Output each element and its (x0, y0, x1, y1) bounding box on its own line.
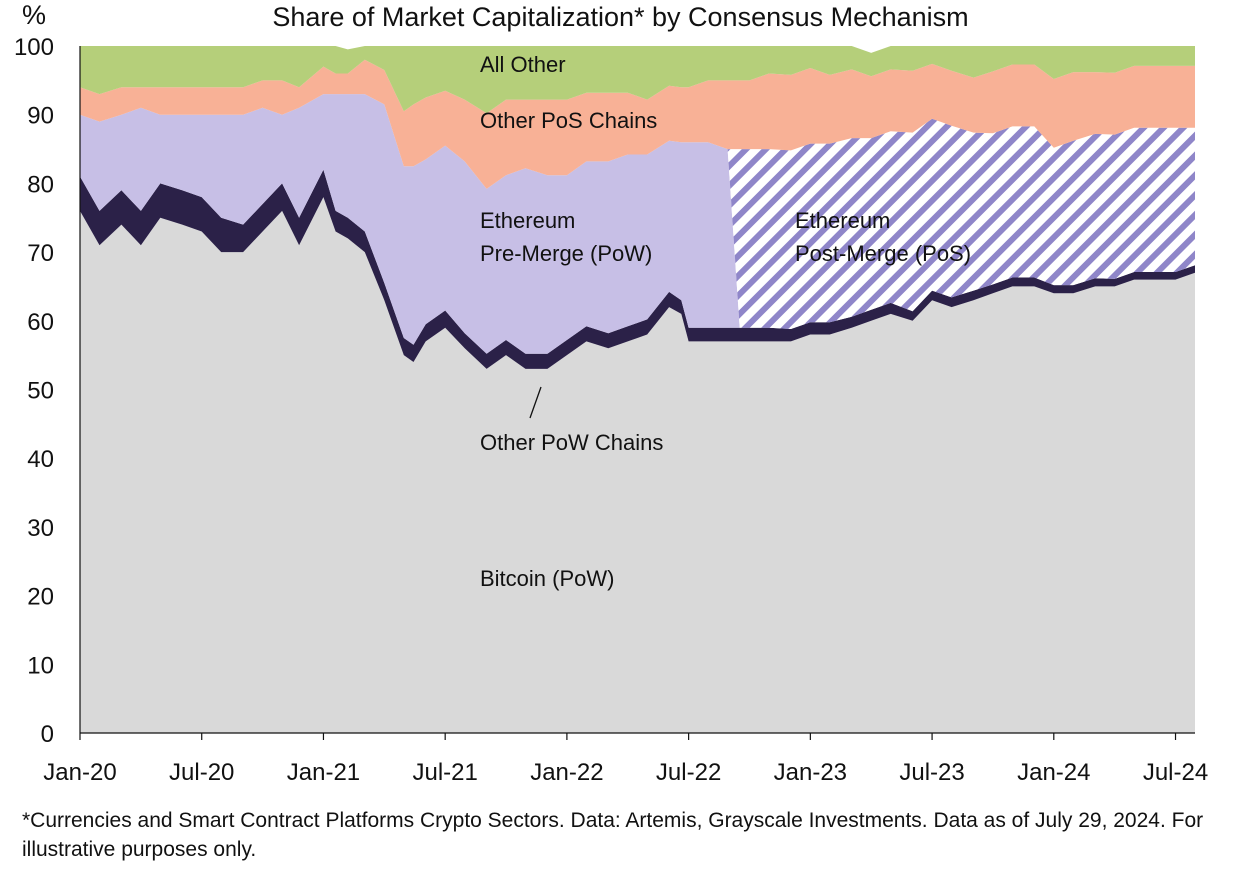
annotation-other-pow-chains: Other PoW Chains (480, 430, 663, 455)
annotation-all-other: All Other (480, 52, 566, 77)
area-bitcoin-pow (80, 197, 1195, 733)
annotation-ethereum-pre-merge-pow: Ethereum (480, 208, 575, 233)
y-tick-label: 90 (27, 103, 54, 130)
area-ethereum-post-merge-pos (80, 94, 1195, 329)
y-tick-label: 20 (27, 584, 54, 611)
y-tick-label: 40 (27, 446, 54, 473)
annotation-other-pos-chains: Other PoS Chains (480, 108, 657, 133)
stacked-area-chart: 0 10 20 30 40 50 60 70 80 90 100 Jan-20 Jul-20 Jan-21… (14, 34, 1208, 786)
x-tick-label: Jan-24 (1017, 759, 1090, 786)
footnote: *Currencies and Smart Contract Platforms… (22, 809, 1204, 861)
y-axis-unit-label: % (22, 0, 47, 30)
area-other-pos-chains (80, 59, 1195, 189)
area-all-other (80, 46, 1195, 114)
x-tick-label: Jan-23 (774, 759, 847, 786)
y-tick-label: 0 (41, 721, 54, 748)
annotation-ethereum-pre-merge-pow: Pre-Merge (PoW) (480, 241, 652, 266)
annotation-bitcoin-pow: Bitcoin (PoW) (480, 566, 614, 591)
y-tick-label: 30 (27, 515, 54, 542)
annotation-ethereum-post-merge-pos: Ethereum (795, 208, 890, 233)
y-tick-label: 80 (27, 171, 54, 198)
area-ethereum-pre-merge-pow (80, 94, 1195, 354)
y-tick-label: 70 (27, 240, 54, 267)
y-tick-label: 60 (27, 309, 54, 336)
x-tick-label: Jan-22 (530, 759, 603, 786)
annotation-ethereum-post-merge-pos: Post-Merge (PoS) (795, 241, 971, 266)
y-tick-label: 10 (27, 652, 54, 679)
x-tick-label: Jul-23 (899, 759, 964, 786)
x-tick-label: Jan-20 (43, 759, 116, 786)
x-tick-label: Jul-22 (656, 759, 721, 786)
chart-title: Share of Market Capitalization* by Conse… (272, 2, 969, 32)
y-tick-label: 100 (14, 34, 54, 61)
y-tick-label: 50 (27, 378, 54, 405)
x-tick-label: Jul-21 (412, 759, 477, 786)
x-tick-label: Jan-21 (287, 759, 360, 786)
area-other-pow-chains (80, 169, 1195, 369)
x-tick-label: Jul-24 (1143, 759, 1208, 786)
x-tick-label: Jul-20 (169, 759, 234, 786)
annotation-pointer-line (529, 386, 542, 419)
